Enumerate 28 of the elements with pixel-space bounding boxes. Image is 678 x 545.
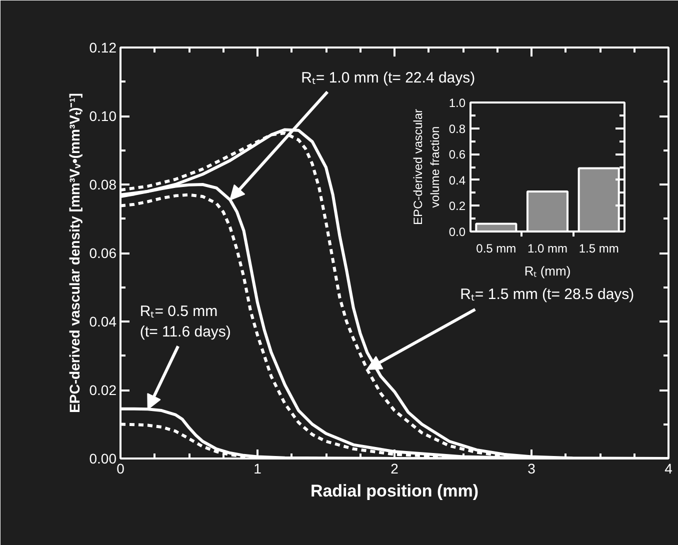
y-tick-label: 0.2 bbox=[448, 199, 466, 214]
y-tick-label: 0.12 bbox=[89, 40, 117, 56]
x-tick-label: 0 bbox=[116, 460, 125, 476]
x-tick-label: 1 bbox=[254, 460, 262, 476]
annotation: Rₜ= 1.5 mm (t= 28.5 days) bbox=[460, 286, 634, 303]
y-tick-label: 0.10 bbox=[89, 108, 117, 124]
y-tick-label: 0.4 bbox=[448, 173, 466, 188]
x-tick-label: 4 bbox=[664, 460, 673, 476]
y-tick-label: 0.06 bbox=[89, 245, 117, 261]
annotation: Rₜ= 1.0 mm (t= 22.4 days) bbox=[301, 69, 476, 86]
x-tick-label: 0.5 mm bbox=[476, 242, 516, 256]
x-tick-label: 3 bbox=[528, 460, 536, 476]
y-tick-label: 0.04 bbox=[89, 314, 117, 330]
y-tick-label: 0.6 bbox=[448, 148, 466, 162]
y-tick-label: 1.0 bbox=[448, 96, 466, 110]
x-tick-label: 2 bbox=[390, 460, 399, 476]
y-tick-label: 0.8 bbox=[448, 122, 466, 136]
x-tick-label: 1.5 mm bbox=[578, 242, 619, 256]
y-axis-title: EPC-derived vascular volume fraction bbox=[411, 108, 442, 226]
y-axis-title: EPC-derived vascular density [mm³Vᵥ•(mm³Vₜ)⁻¹] bbox=[66, 93, 82, 413]
x-tick-label: 1.0 mm bbox=[527, 242, 568, 256]
x-axis-title: Radial position (mm) bbox=[310, 482, 479, 500]
y-tick-label: 0.0 bbox=[448, 225, 466, 239]
y-tick-label: 0.08 bbox=[89, 176, 117, 192]
y-tick-label: 0.00 bbox=[89, 450, 117, 466]
y-tick-label: 0.02 bbox=[89, 382, 117, 398]
annotation: Rₜ= 0.5 mm (t= 11.6 days) bbox=[140, 303, 231, 341]
x-axis-title: Rₜ (mm) bbox=[524, 264, 571, 278]
